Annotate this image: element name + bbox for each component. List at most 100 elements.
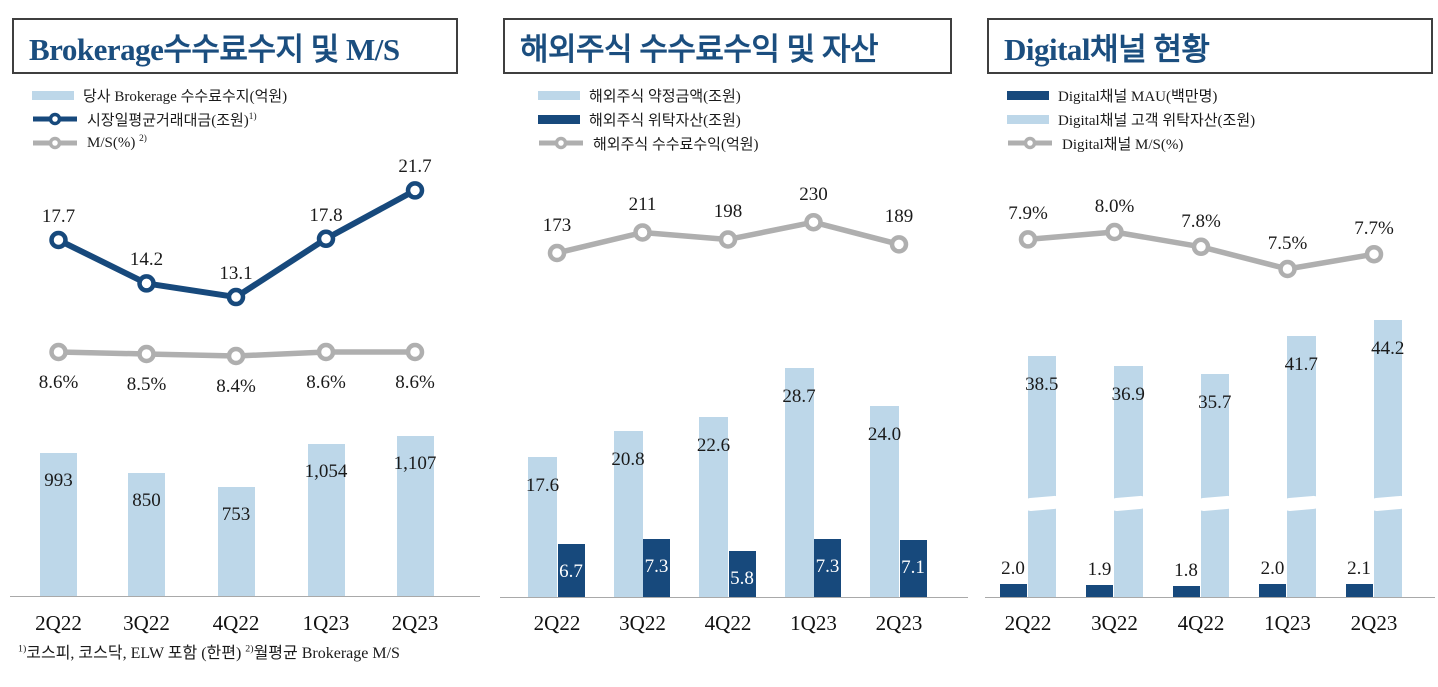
bar-value-label: 38.5	[1025, 373, 1059, 395]
legend-item: M/S(%) 2)	[32, 131, 287, 155]
line-value-label: 211	[628, 194, 657, 216]
chart-plot-area: 17.6 20.8 22.6 28.7 24.0 6.7 7.3 5.8 7.3 7.1 173 21…	[500, 0, 975, 687]
bar-value-label: 6.7	[559, 560, 583, 582]
x-axis-label: 1Q23	[790, 611, 837, 635]
legend-label: Digital채널 M/S(%)	[1062, 136, 1184, 153]
bar	[870, 405, 899, 597]
x-axis-label: 3Q22	[1091, 611, 1138, 635]
bar-value-label: 7.3	[815, 555, 840, 577]
chart-title-box: Brokerage수수료수지 및 M/S	[12, 18, 458, 74]
x-axis-label: 4Q22	[1177, 611, 1225, 635]
bar-value-label: 1.8	[1174, 559, 1198, 581]
bar-value-label: 24.0	[867, 423, 902, 445]
x-axis-label: 4Q22	[704, 611, 752, 635]
legend-bar-swatch-icon	[1007, 114, 1049, 124]
legend-item: 해외주식 위탁자산(조원)	[538, 107, 759, 131]
line-value-label: 21.7	[398, 156, 432, 178]
legend-line-swatch-icon	[32, 112, 78, 126]
legend-line-swatch-icon	[1007, 136, 1053, 150]
legend-line-swatch-icon	[538, 136, 584, 150]
bar	[814, 538, 841, 597]
line-value-label: 230	[799, 184, 828, 206]
line-value-label: 189	[884, 206, 914, 228]
chart-legend: 당사 Brokerage 수수료수지(억원) 시장일평균거래대금(조원)1) M/S…	[32, 83, 287, 155]
chart-title: Brokerage수수료수지 및 M/S	[29, 31, 400, 67]
line-value-label: 7.8%	[1181, 210, 1221, 232]
chart-plot-area: 2.0 1.9 1.8 2.0 2.1 38.5 36.9 35.7 41.7 44.2 7.9% 8…	[985, 0, 1438, 687]
bar	[1027, 355, 1056, 597]
chart-legend: 해외주식 약정금액(조원) 해외주식 위탁자산(조원) 해외주식 수수료수익(억원)	[538, 83, 759, 155]
bar	[40, 452, 77, 596]
bar-value-label: 44.2	[1371, 338, 1405, 360]
bar	[1287, 335, 1316, 597]
chart-plot-area: 993 850 753 1,054 1,107 17.7 14.2 13.1 17.8 21.7 8…	[10, 0, 488, 687]
bar	[528, 456, 557, 597]
bar-value-label: 5.8	[730, 567, 754, 589]
line-value-label: 14.2	[129, 249, 164, 271]
line-value-label: 8.5%	[126, 374, 167, 395]
line-value-label: 8.6%	[38, 372, 79, 393]
bar	[999, 584, 1027, 597]
line-value-label: 17.8	[309, 204, 343, 226]
bar	[699, 416, 728, 597]
bar	[1345, 583, 1373, 597]
x-axis-label: 3Q22	[619, 611, 666, 635]
x-axis-line	[10, 596, 480, 597]
x-axis-label: 2Q22	[533, 611, 581, 635]
bar-value-label: 753	[221, 504, 251, 526]
bar	[307, 443, 345, 596]
line-value-label: 13.1	[219, 263, 253, 285]
bar-value-label: 35.7	[1198, 391, 1232, 413]
bar	[728, 550, 756, 597]
line-value-label: 8.4%	[216, 376, 256, 397]
x-axis-label: 1Q23	[1264, 611, 1311, 635]
chart-legend: Digital채널 MAU(백만명) Digital채널 고객 위탁자산(조원) D…	[1007, 83, 1255, 155]
brokerage-chart-panel: Brokerage수수료수지 및 M/S 당사 Brokerage 수수료수지(…	[10, 0, 488, 687]
bar-value-label: 28.7	[782, 386, 816, 408]
bar-value-label: 22.6	[696, 434, 731, 456]
bar	[1259, 584, 1286, 597]
legend-bar-swatch-icon	[32, 90, 74, 100]
legend-bar-swatch-icon	[1007, 90, 1049, 100]
x-axis-label: 2Q22	[35, 611, 82, 635]
bar	[784, 368, 814, 597]
bar-value-label: 2.0	[1001, 558, 1025, 580]
line-value-label: 173	[542, 214, 572, 236]
bar	[217, 487, 255, 596]
bar-value-label: 17.6	[525, 474, 560, 496]
line-value-label: 8.6%	[306, 372, 346, 393]
x-axis-line	[985, 597, 1435, 598]
bar-value-label: 2.1	[1347, 557, 1371, 579]
legend-label: 당사 Brokerage 수수료수지(억원)	[83, 88, 288, 105]
legend-item: Digital채널 M/S(%)	[1007, 131, 1255, 155]
bar	[396, 436, 434, 596]
digital-channel-chart-panel: Digital채널 현황 Digital채널 MAU(백만명) Digital채널…	[985, 0, 1438, 687]
bar	[613, 431, 643, 597]
x-axis-label: 4Q22	[212, 611, 260, 635]
legend-label: 해외주식 위탁자산(조원)	[589, 112, 741, 129]
legend-label: Digital채널 고객 위탁자산(조원)	[1058, 112, 1256, 129]
line-value-label: 17.7	[41, 206, 76, 228]
line-value-label: 198	[713, 201, 743, 223]
overseas-stock-chart-panel: 해외주식 수수료수익 및 자산 해외주식 약정금액(조원) 해외주식 위탁자산(조…	[500, 0, 975, 687]
x-axis-label: 3Q22	[123, 611, 170, 635]
chart-title-box: Digital채널 현황	[987, 18, 1433, 74]
bar-value-label: 7.1	[901, 557, 925, 579]
bar-value-label: 1,054	[304, 460, 348, 482]
bar	[557, 543, 585, 597]
chart-footnote: 1)코스피, 코스닥, ELW 포함 (한편) 2)월평균 Brokerage …	[18, 643, 400, 662]
bar	[1373, 320, 1402, 597]
bar-value-label: 1,107	[393, 453, 437, 475]
legend-bar-swatch-icon	[538, 90, 580, 100]
bar-value-label: 993	[44, 469, 73, 491]
legend-label: 시장일평균거래대금(조원)1)	[87, 111, 257, 129]
legend-label: M/S(%) 2)	[87, 134, 147, 151]
bar-value-label: 1.9	[1087, 559, 1112, 581]
line-value-label: 7.9%	[1008, 203, 1048, 225]
legend-bar-swatch-icon	[538, 114, 580, 124]
bar	[128, 473, 165, 596]
line-value-label: 7.5%	[1267, 233, 1308, 254]
chart-title: 해외주식 수수료수익 및 자산	[520, 31, 879, 67]
legend-item: 해외주식 약정금액(조원)	[538, 83, 759, 107]
